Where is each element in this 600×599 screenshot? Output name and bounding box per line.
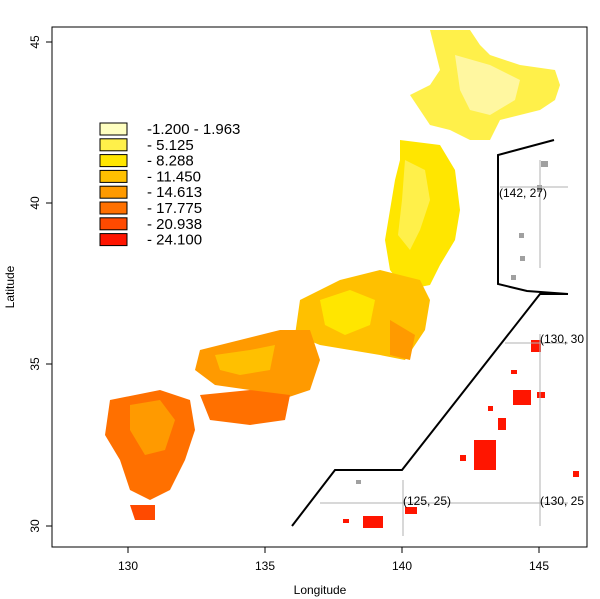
x-tick-label: 130: [118, 559, 138, 573]
y-tick-label: 30: [28, 519, 42, 533]
y-tick-label: 40: [28, 196, 42, 210]
inset-grid-lines: [320, 160, 568, 536]
kuril-inset-boundary: [497, 139, 569, 295]
legend-swatch: [99, 169, 128, 183]
legend-swatch: [99, 185, 128, 199]
ryukyu-inset-boundary: [291, 293, 568, 527]
legend-label: - 17.775: [147, 200, 202, 217]
legend-label: - 14.613: [147, 184, 202, 201]
legend: -1.200 - 1.963- 5.125- 8.288- 11.450- 14…: [99, 121, 240, 249]
land-cells: [105, 30, 579, 528]
y-axis: [46, 41, 53, 527]
y-axis-label: Latitude: [3, 265, 17, 308]
x-axis-label: Longitude: [294, 583, 347, 597]
legend-swatch: [99, 122, 128, 136]
legend-label: - 5.125: [147, 137, 194, 154]
x-tick-label: 140: [392, 559, 412, 573]
inset-label-ryukyu-top: (130, 30: [540, 332, 584, 346]
legend-swatch: [99, 154, 128, 168]
y-tick-label: 35: [28, 357, 42, 371]
inset-label-ryukyu-right: (130, 25: [540, 494, 584, 508]
legend-label: -1.200 - 1.963: [147, 121, 240, 138]
x-tick-label: 135: [255, 559, 275, 573]
inset-label-kuril: (142, 27): [499, 186, 547, 200]
x-axis: [127, 546, 540, 553]
y-tick-label: 45: [28, 35, 42, 49]
legend-label: - 20.938: [147, 216, 202, 233]
legend-label: - 24.100: [147, 232, 202, 249]
legend-swatch: [99, 201, 128, 215]
inset-label-ryukyu-left: (125, 25): [403, 494, 451, 508]
legend-label: - 11.450: [147, 168, 201, 185]
x-tick-label: 145: [529, 559, 549, 573]
inset-boundaries: [291, 139, 569, 527]
legend-swatch: [99, 233, 128, 247]
legend-swatch: [99, 217, 128, 231]
legend-label: - 8.288: [147, 153, 194, 170]
legend-swatch: [99, 138, 128, 152]
